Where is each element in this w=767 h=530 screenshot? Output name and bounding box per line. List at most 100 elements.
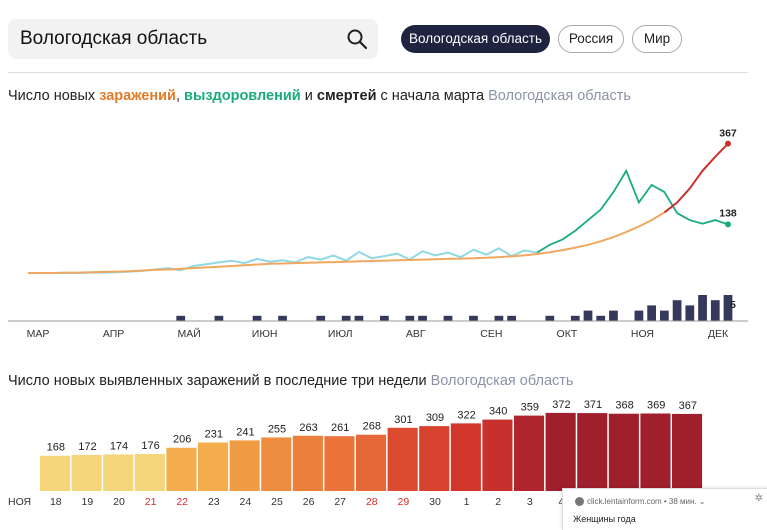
deaths-end-label: 5 — [730, 299, 736, 311]
gear-icon[interactable]: ✲ — [754, 493, 763, 504]
x-tick-label: 3 — [527, 496, 533, 508]
search-icon[interactable] — [346, 28, 368, 50]
bar — [387, 427, 418, 491]
search-input[interactable]: Вологодская область — [20, 28, 208, 49]
death-bar — [659, 310, 669, 321]
x-tick-label: 19 — [82, 496, 94, 508]
ad-popup[interactable]: click.lentainform.com • 38 мин. ⌄ Женщин… — [562, 488, 767, 530]
x-tick-label: 4 — [558, 496, 564, 508]
ad-title[interactable]: Женщины года — [573, 514, 636, 524]
x-tick-label: 2 — [495, 496, 501, 508]
bar — [640, 413, 671, 491]
chart1-title-sep: , — [175, 88, 185, 104]
x-tick-label: МАЙ — [177, 327, 200, 340]
search-box[interactable]: Вологодская область — [8, 19, 378, 59]
death-bar — [354, 315, 364, 321]
x-tick-label: 1 — [464, 496, 470, 508]
chart1-title-recovered: выздоровлений — [184, 88, 301, 104]
bar — [103, 454, 134, 491]
bar-value-label: 268 — [363, 421, 381, 433]
chart1-title: Число новых заражений, выздоровлений и с… — [8, 88, 631, 104]
cases-line-chart: 367 138 5 МАР АПР МАЙ ИЮН ИЮЛ АВГ СЕН ОКТ НОЯ ДЕК — [8, 128, 748, 340]
tab-world[interactable]: Мир — [632, 25, 682, 53]
death-bar — [278, 315, 287, 321]
bar — [324, 436, 355, 491]
death-bar — [710, 300, 720, 321]
recovered-end-label: 138 — [719, 207, 737, 219]
x-tick-label: ДЕК — [708, 328, 729, 340]
bar — [419, 426, 450, 491]
bar — [261, 437, 292, 491]
bar — [545, 412, 576, 491]
death-bar — [545, 315, 555, 321]
bar — [356, 434, 387, 491]
death-bar — [634, 310, 644, 321]
bar-value-label: 206 — [173, 434, 191, 446]
bar-value-label: 371 — [584, 399, 602, 411]
bar-value-label: 367 — [679, 400, 697, 412]
x-tick-label: 18 — [50, 496, 62, 508]
bar-value-label: 372 — [552, 399, 570, 411]
bar — [166, 447, 197, 491]
bar-value-label: 174 — [110, 440, 128, 452]
tab-russia[interactable]: Россия — [558, 25, 624, 53]
death-bar — [685, 305, 695, 321]
bar — [450, 423, 481, 491]
cases-line — [28, 211, 665, 274]
death-bar — [494, 315, 504, 321]
chart1-title-suffix: с начала марта — [376, 88, 485, 104]
death-bar — [672, 300, 682, 321]
x-tick-label: 26 — [303, 496, 315, 508]
death-bar — [609, 310, 618, 321]
x-tick-label: АВГ — [406, 328, 426, 340]
bar — [40, 455, 71, 491]
death-bar — [469, 315, 478, 321]
death-bar — [698, 295, 707, 321]
death-bar — [647, 305, 657, 321]
bar — [672, 413, 703, 491]
death-bar — [418, 315, 427, 321]
x-tick-label: МАР — [27, 328, 50, 340]
x-tick-label: 29 — [398, 496, 410, 508]
x-tick-label: 20 — [113, 496, 125, 508]
recovered-line — [28, 168, 729, 274]
chart1-title-prefix: Число новых — [8, 88, 100, 104]
ad-source: click.lentainform.com • 38 мин. ⌄ — [575, 497, 706, 507]
death-bar — [176, 315, 186, 321]
x-tick-label: ОКТ — [557, 328, 578, 340]
cases-line-recent — [663, 143, 729, 214]
chart2-region: Вологодская область — [430, 373, 574, 389]
x-tick-label: АПР — [103, 328, 124, 340]
death-bar — [341, 315, 351, 321]
ad-source-icon — [575, 497, 584, 507]
tab-vologda-region[interactable]: Вологодская область — [401, 25, 550, 53]
x-tick-label: 25 — [271, 496, 283, 508]
chart1-title-deaths: смертей — [316, 88, 377, 104]
x-tick-label: 28 — [366, 496, 378, 508]
bar-value-label: 369 — [647, 400, 665, 412]
bar-value-label: 176 — [141, 440, 159, 452]
bar — [577, 413, 608, 491]
bar-value-label: 168 — [47, 442, 65, 454]
chart1-region: Вологодская область — [488, 88, 631, 104]
bar-value-label: 172 — [78, 441, 96, 453]
death-bar — [405, 315, 415, 321]
chart2-title-text: Число новых выявленных заражений в после… — [8, 373, 427, 389]
bar — [482, 419, 513, 491]
x-tick-label: СЕН — [480, 328, 502, 340]
bar-value-label: 359 — [521, 402, 539, 414]
chart1-title-and: и — [300, 88, 317, 104]
bar — [608, 413, 639, 491]
cases-end-label: 367 — [719, 128, 737, 140]
death-bar — [214, 315, 224, 321]
bar — [292, 435, 323, 491]
x-tick-label: 22 — [176, 496, 188, 508]
bar-value-label: 261 — [331, 422, 349, 434]
chart1-title-cases: заражений — [99, 88, 176, 104]
death-bar — [723, 295, 733, 321]
x-tick-label: 23 — [208, 496, 220, 508]
ad-source-text: click.lentainform.com • 38 мин. ⌄ — [587, 497, 706, 506]
bar-value-label: 263 — [299, 422, 317, 434]
bar-value-label: 241 — [236, 426, 254, 438]
bar — [134, 454, 165, 491]
